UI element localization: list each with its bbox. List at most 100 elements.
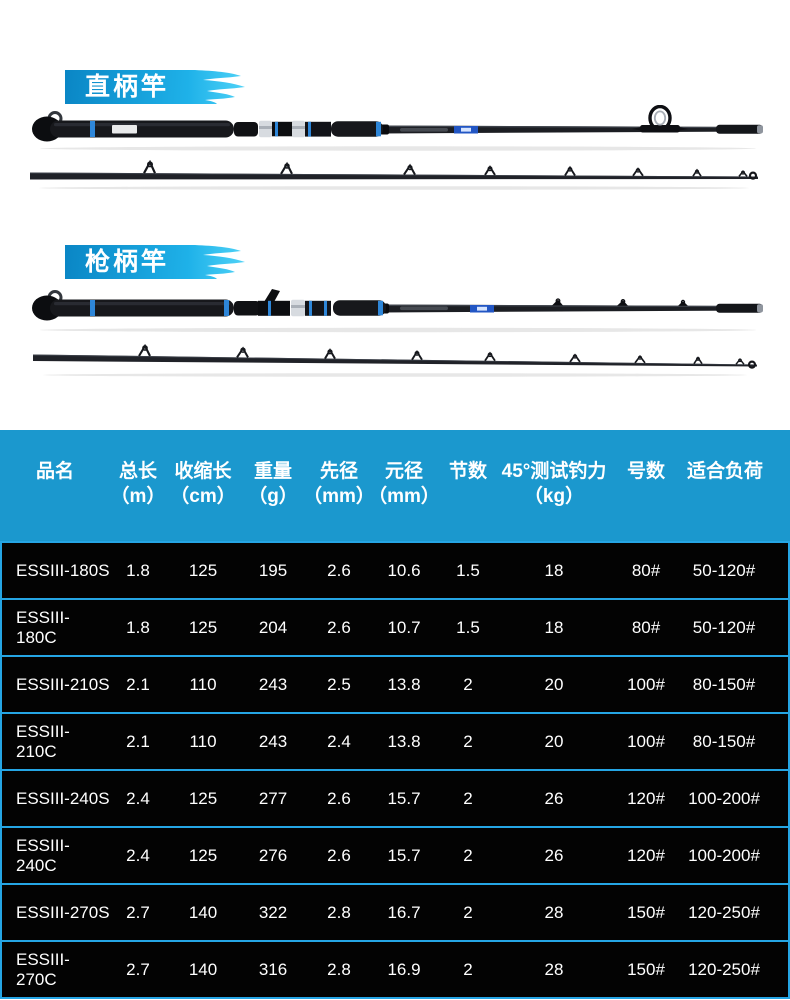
spec-cell-butt-diameter: 13.8 [387, 731, 421, 751]
table-row: ESSIII-210S 2.1 110 243 2.5 13.8 2 20 100# 80-150… [2, 657, 788, 714]
column-header-butt-diameter: 元径 （mm） [368, 461, 440, 507]
brush-stroke-icon [189, 70, 245, 104]
spec-cell-weight: 204 [258, 617, 288, 637]
spec-cell-total-length: 1.8 [126, 617, 150, 637]
spec-cell-weight: 243 [258, 674, 288, 694]
spec-cell-closed-length: 110 [189, 674, 217, 694]
spec-cell-butt-diameter: 10.7 [387, 617, 421, 637]
table-row: ESSIII-240S 2.4 125 277 2.6 15.7 2 26 120# 100-20… [2, 771, 788, 828]
column-header-total-length: 总长 （m） [110, 461, 166, 507]
spec-cell-suitable-load: 50-120# [692, 617, 756, 637]
spec-cell-weight: 195 [258, 560, 288, 580]
spec-cell-test-drag: 28 [544, 959, 564, 979]
spec-cell-size-number: 100# [627, 731, 665, 751]
spec-cell-closed-length: 125 [188, 560, 218, 580]
spec-cell-butt-diameter: 16.7 [387, 902, 421, 922]
spec-cell-suitable-load: 100-200# [688, 845, 760, 865]
product-name-cell: ESSIII-210S [16, 674, 110, 694]
spec-cell-suitable-load: 100-200# [688, 788, 760, 808]
spec-cell-butt-diameter: 16.9 [387, 959, 421, 979]
spec-cell-total-length: 2.7 [126, 902, 150, 922]
spec-cell-weight: 277 [258, 788, 288, 808]
spec-cell-size-number: 100# [627, 674, 665, 694]
spec-cell-butt-diameter: 15.7 [387, 788, 421, 808]
spec-cell-tip-diameter: 2.5 [327, 674, 351, 694]
spec-cell-weight: 322 [258, 902, 288, 922]
spec-cell-weight: 276 [258, 845, 288, 865]
table-row: ESSIII-210C 2.1 110 243 2.4 13.8 2 20 100# 80-150… [2, 714, 788, 771]
spec-table: 品名 总长 （m） 收缩长 （cm） 重量 （g） 先径 （mm） 元径 （mm） 节数 45°测试钓力… [0, 430, 790, 999]
spec-table-header: 品名 总长 （m） 收缩长 （cm） 重量 （g） 先径 （mm） 元径 （mm） 节数 45°测试钓力… [0, 430, 790, 541]
spec-cell-weight: 316 [258, 959, 288, 979]
product-name-cell: ESSIII-270S [16, 902, 110, 922]
brush-stroke-icon [189, 245, 245, 279]
spec-cell-size-number: 120# [627, 845, 665, 865]
product-name-cell: ESSIII-210C [16, 721, 70, 761]
spec-cell-butt-diameter: 10.6 [387, 560, 421, 580]
spec-cell-sections: 2 [463, 902, 473, 922]
column-header-test-drag: 45°测试钓力 （kg） [501, 461, 607, 507]
pistol-rod-tip-photo [33, 344, 757, 377]
spec-cell-sections: 1.5 [456, 617, 480, 637]
spec-cell-closed-length: 140 [188, 959, 218, 979]
column-header-size-number: 号数 [626, 461, 665, 482]
banner-pistol-handle-label: 枪柄竿 [84, 247, 169, 276]
column-header-closed-length: 收缩长 （cm） [170, 461, 236, 507]
spec-cell-tip-diameter: 2.4 [327, 731, 351, 751]
table-row: ESSIII-240C 2.4 125 276 2.6 15.7 2 26 120# 100-20… [2, 828, 788, 885]
spec-cell-total-length: 1.8 [126, 560, 150, 580]
spec-cell-tip-diameter: 2.8 [327, 959, 351, 979]
column-header-tip-diameter: 先径 （mm） [303, 461, 375, 507]
spec-cell-total-length: 2.1 [126, 674, 150, 694]
spec-cell-size-number: 80# [631, 617, 661, 637]
spec-cell-suitable-load: 80-150# [692, 731, 756, 751]
spec-cell-weight: 243 [258, 731, 288, 751]
product-name-cell: ESSIII-270C [16, 949, 70, 989]
product-name-cell: ESSIII-240S [16, 788, 110, 808]
spec-cell-tip-diameter: 2.6 [327, 560, 351, 580]
spec-cell-sections: 2 [463, 731, 473, 751]
spec-cell-total-length: 2.1 [126, 731, 150, 751]
spec-cell-suitable-load: 120-250# [688, 902, 760, 922]
straight-rod-tip-photo [30, 160, 758, 190]
product-name-cell: ESSIII-240C [16, 835, 70, 875]
spec-cell-closed-length: 125 [188, 845, 218, 865]
spec-cell-tip-diameter: 2.6 [327, 845, 351, 865]
spec-cell-sections: 2 [463, 845, 473, 865]
banner-straight-handle-label: 直柄竿 [84, 72, 169, 101]
column-header-product-name: 品名 [35, 461, 74, 482]
spec-cell-size-number: 120# [627, 788, 665, 808]
spec-cell-sections: 1.5 [456, 560, 480, 580]
spec-cell-test-drag: 26 [544, 845, 564, 865]
spec-cell-size-number: 80# [631, 560, 661, 580]
table-row: ESSIII-270C 2.7 140 316 2.8 16.9 2 28 150# 120-25… [2, 942, 788, 997]
spec-cell-total-length: 2.4 [126, 788, 150, 808]
spec-cell-total-length: 2.7 [126, 959, 150, 979]
spec-cell-suitable-load: 80-150# [692, 674, 756, 694]
straight-rod-photo [32, 105, 763, 151]
spec-cell-test-drag: 20 [544, 674, 564, 694]
spec-cell-suitable-load: 120-250# [688, 959, 760, 979]
spec-cell-suitable-load: 50-120# [692, 560, 756, 580]
column-header-sections: 节数 [448, 461, 487, 482]
spec-cell-closed-length: 125 [188, 788, 218, 808]
spec-cell-closed-length: 110 [189, 731, 217, 751]
spec-cell-closed-length: 125 [188, 617, 218, 637]
spec-cell-size-number: 150# [627, 902, 665, 922]
spec-cell-test-drag: 18 [544, 617, 564, 637]
column-header-suitable-load: 适合负荷 [686, 461, 763, 482]
column-header-weight: 重量 （g） [248, 461, 298, 507]
table-row: ESSIII-270S 2.7 140 322 2.8 16.7 2 28 150# 120-25… [2, 885, 788, 942]
spec-cell-total-length: 2.4 [126, 845, 150, 865]
banner-straight-handle: 直柄竿 [65, 70, 245, 104]
spec-cell-sections: 2 [463, 959, 473, 979]
banner-pistol-handle: 枪柄竿 [65, 245, 245, 279]
spec-cell-butt-diameter: 15.7 [387, 845, 421, 865]
spec-cell-sections: 2 [463, 674, 473, 694]
spec-cell-test-drag: 28 [544, 902, 564, 922]
table-row: ESSIII-180C 1.8 125 204 2.6 10.7 1.5 18 80# 50-12… [2, 600, 788, 657]
spec-cell-tip-diameter: 2.6 [327, 617, 351, 637]
spec-cell-test-drag: 26 [544, 788, 564, 808]
spec-cell-tip-diameter: 2.8 [327, 902, 351, 922]
